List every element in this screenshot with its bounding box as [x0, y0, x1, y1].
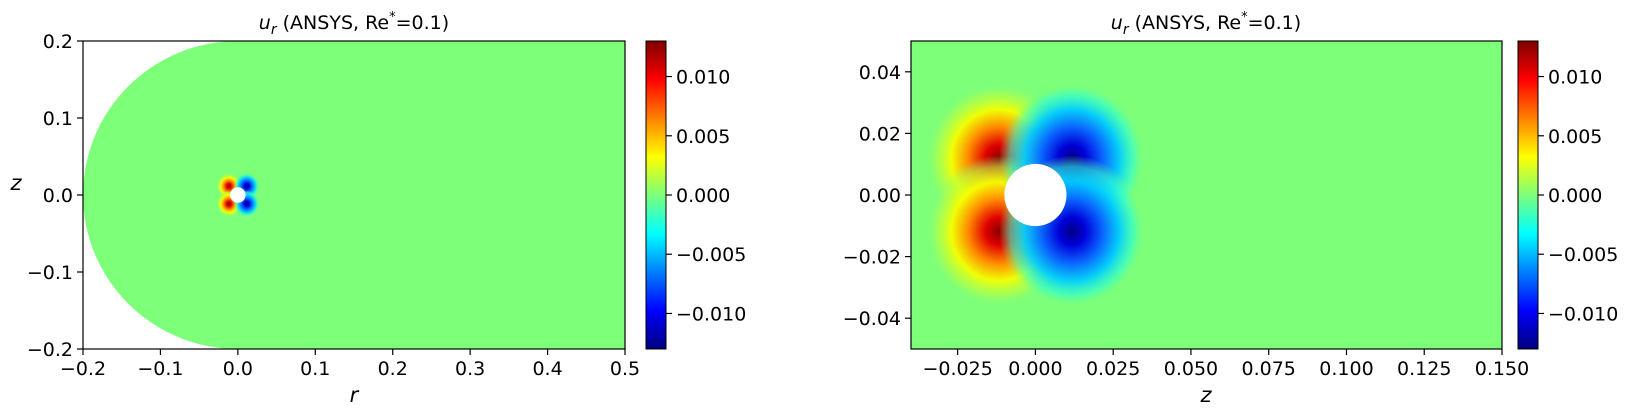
colorbar-tick-label: 0.005 — [1548, 126, 1602, 148]
x-tick-label: 0.100 — [1319, 358, 1373, 380]
colorbar-ticks-left: 0.010 0.005 0.000 −0.005 −0.010 — [666, 67, 746, 325]
colorbar-tick-label: −0.005 — [676, 244, 746, 266]
x-tick-label: 0.1 — [300, 358, 330, 380]
x-tick-label: 0.0 — [223, 358, 253, 380]
chart-title-left: ur (ANSYS, Re*=0.1) — [259, 10, 449, 38]
colorbar-left: 0.010 0.005 0.000 −0.005 −0.010 — [645, 40, 746, 350]
x-tick-label: 0.075 — [1242, 358, 1296, 380]
chart-title-right: ur (ANSYS, Re*=0.1) — [1111, 10, 1301, 38]
y-tick-label: 0.1 — [43, 108, 73, 130]
y-tick-label: 0.2 — [43, 31, 73, 53]
x-tick-label: −0.2 — [60, 358, 106, 380]
y-tick-label: 0.02 — [859, 123, 901, 145]
sphere — [1004, 163, 1067, 227]
x-ticks-right: −0.025 0.000 0.025 0.050 0.075 0.100 0.125 0.15… — [922, 349, 1529, 380]
colorbar-ticks-right: 0.010 0.005 0.000 −0.005 −0.010 — [1538, 67, 1618, 325]
y-tick-label: −0.2 — [27, 339, 73, 361]
colorbar-tick-label: −0.005 — [1548, 244, 1618, 266]
x-axis-label-left: r — [350, 383, 360, 407]
colorbar-tick-label: −0.010 — [1548, 303, 1618, 325]
x-tick-label: 0.025 — [1086, 358, 1140, 380]
x-ticks-left: −0.2 −0.1 0.0 0.1 0.2 0.3 0.4 0.5 — [60, 349, 640, 380]
y-tick-label: 0.0 — [43, 185, 73, 207]
sphere — [230, 187, 246, 203]
colorbar-tick-label: 0.000 — [1548, 185, 1602, 207]
x-tick-label: 0.2 — [378, 358, 408, 380]
chart-right: −0.025 0.000 0.025 0.050 0.075 0.100 0.125 0.15… — [843, 10, 1619, 407]
colorbar-gradient — [1517, 40, 1539, 350]
x-tick-label: −0.1 — [137, 358, 183, 380]
x-tick-label: 0.125 — [1397, 358, 1451, 380]
x-tick-label: 0.3 — [455, 358, 485, 380]
colorbar-tick-label: 0.010 — [676, 67, 730, 89]
y-ticks-left: −0.2 −0.1 0.0 0.1 0.2 — [27, 31, 83, 361]
x-axis-label-right: z — [1199, 383, 1212, 407]
colorbar-tick-label: 0.010 — [1548, 67, 1602, 89]
y-tick-label: −0.02 — [843, 247, 901, 269]
x-tick-label: −0.025 — [922, 358, 992, 380]
y-ticks-right: 0.04 0.02 0.00 −0.02 −0.04 — [843, 62, 911, 330]
y-tick-label: −0.1 — [27, 262, 73, 284]
x-tick-label: 0.150 — [1475, 358, 1529, 380]
colorbar-tick-label: 0.000 — [676, 185, 730, 207]
plot-area-right — [911, 41, 1502, 349]
x-tick-label: 0.050 — [1164, 358, 1218, 380]
flow-domain — [83, 41, 625, 349]
plot-area-left — [83, 41, 625, 349]
colorbar-gradient — [645, 40, 667, 350]
chart-left: −0.2 −0.1 0.0 0.1 0.2 0.3 0.4 0.5 −0.2 −0.1 0.0 0.… — [9, 10, 746, 407]
colorbar-tick-label: −0.010 — [676, 303, 746, 325]
colorbar-right: 0.010 0.005 0.000 −0.005 −0.010 — [1517, 40, 1618, 350]
y-tick-label: −0.04 — [843, 308, 901, 330]
x-tick-label: 0.4 — [532, 358, 562, 380]
x-tick-label: 0.000 — [1008, 358, 1062, 380]
y-tick-label: 0.04 — [859, 62, 901, 84]
colorbar-tick-label: 0.005 — [676, 126, 730, 148]
x-tick-label: 0.5 — [610, 358, 640, 380]
y-axis-label-left: z — [9, 171, 22, 195]
y-tick-label: 0.00 — [859, 185, 901, 207]
